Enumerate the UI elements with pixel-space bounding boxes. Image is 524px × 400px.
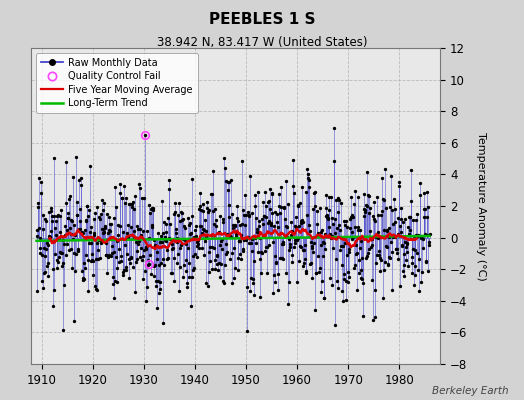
Y-axis label: Temperature Anomaly (°C): Temperature Anomaly (°C) bbox=[476, 132, 486, 280]
Text: PEEBLES 1 S: PEEBLES 1 S bbox=[209, 12, 315, 27]
Text: 38.942 N, 83.417 W (United States): 38.942 N, 83.417 W (United States) bbox=[157, 36, 367, 49]
Legend: Raw Monthly Data, Quality Control Fail, Five Year Moving Average, Long-Term Tren: Raw Monthly Data, Quality Control Fail, … bbox=[36, 53, 198, 113]
Text: Berkeley Earth: Berkeley Earth bbox=[432, 386, 508, 396]
